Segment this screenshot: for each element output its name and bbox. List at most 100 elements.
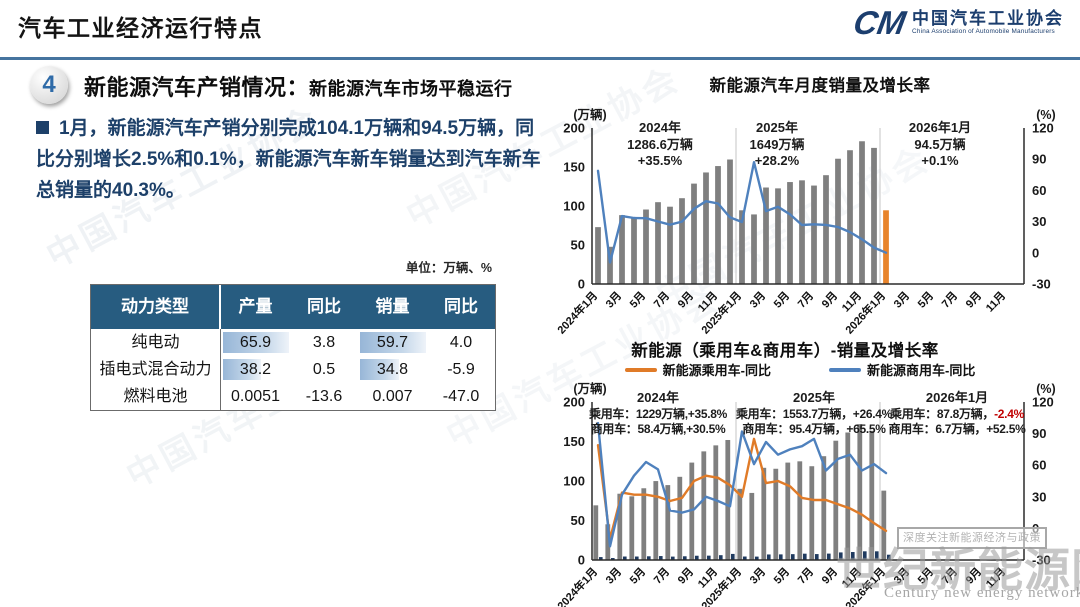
annotation-line: 商用车：6.7万辆，+52.5% (888, 421, 1026, 436)
table-cell: 燃料电池 (91, 383, 221, 410)
table-cell: 59.7 (358, 329, 427, 356)
chart2-title: 新能源（乘用车&商用车）-销量及增长率 (631, 342, 939, 360)
svg-text:(万辆): (万辆) (573, 381, 606, 396)
chart2-legend: 新能源乘用车-同比 新能源商用车-同比 (580, 360, 1020, 379)
caam-logo-en-name: China Association of Automobile Manufact… (912, 28, 1055, 36)
section-title: 新能源汽车产销情况：新能源汽车市场平稳运行 (84, 70, 513, 102)
table-cell: 4.0 (449, 334, 473, 351)
svg-text:50: 50 (571, 238, 585, 253)
svg-text:30: 30 (1032, 489, 1046, 504)
svg-text:-30: -30 (1032, 553, 1051, 568)
caam-logo-cn-name: 中国汽车工业协会 (912, 8, 1064, 28)
annotation-line: +0.1% (921, 153, 959, 169)
annotation-line: 商用车：95.4万辆，+65.5% (742, 421, 886, 436)
table-cell: 0.0051 (231, 388, 280, 405)
monthly-sales-chart: 0 50 100 150 200 -30 0 30 60 90 120 (万辆) (%) 2024年1月 3… (554, 96, 1070, 337)
watermark-banner: 深度关注新能源经济与政策 (897, 527, 1047, 549)
table-header-cell: 同比 (444, 297, 478, 316)
watermark-brand-en: Century new energy network (884, 585, 1080, 601)
table-cell: -5.9 (447, 361, 475, 378)
section-number-badge: 4 (30, 66, 68, 104)
svg-text:0: 0 (1032, 245, 1039, 260)
svg-text:0: 0 (578, 277, 585, 292)
table-row: 插电式混合动力 38.2 0.5 34.8 -5.9 (91, 356, 495, 383)
table-cell: -13.6 (305, 388, 343, 405)
svg-text:9月: 9月 (675, 289, 696, 310)
table-body: 纯电动 65.9 3.8 59.7 4.0 插电式混合动力 38.2 0.5 3… (91, 329, 495, 410)
svg-text:2024年1月: 2024年1月 (556, 288, 600, 336)
svg-text:(%): (%) (1036, 108, 1055, 122)
table-cell: -47.0 (442, 388, 480, 405)
annotation-line: 商用车：58.4万辆,+30.5% (590, 421, 726, 436)
svg-text:30: 30 (1032, 214, 1046, 229)
annotation-line: 1286.6万辆 (627, 136, 693, 152)
annotation-line: 2025年 (756, 120, 798, 135)
svg-text:60: 60 (1032, 458, 1046, 473)
table-cell: 0.5 (312, 361, 336, 378)
svg-text:3月: 3月 (603, 565, 624, 586)
section-title-main: 新能源汽车产销情况： (84, 75, 310, 100)
bullet-square-icon (36, 121, 49, 134)
chart2-annotation-2026: 2026年1月 乘用车：87.8万辆，-2.4% 商用车：6.7万辆，+52.5… (876, 390, 1038, 437)
svg-text:3月: 3月 (747, 289, 768, 310)
annotation-title: 2024年 (637, 390, 679, 405)
legend-label: 新能源商用车-同比 (867, 363, 976, 378)
annotation-line: 乘用车：1553.7万辆，+26.4% (735, 406, 893, 421)
table-cell: 34.8 (358, 356, 427, 383)
svg-text:5月: 5月 (627, 289, 648, 310)
svg-text:9月: 9月 (819, 289, 840, 310)
chart1-annotation-2026: 2026年1月 94.5万辆 +0.1% (872, 120, 1008, 170)
svg-text:100: 100 (563, 474, 585, 489)
annotation-line: 乘用车：87.8万辆，-2.4% (890, 406, 1024, 421)
svg-text:7月: 7月 (651, 289, 672, 310)
legend-item-commercial: 新能源商用车-同比 (829, 360, 975, 379)
table-header-cell: 销量 (375, 297, 410, 316)
svg-text:5月: 5月 (771, 565, 792, 586)
svg-text:(万辆): (万辆) (573, 107, 606, 122)
svg-text:2024年1月: 2024年1月 (556, 564, 600, 607)
svg-text:100: 100 (563, 199, 585, 214)
svg-text:(%): (%) (1036, 382, 1055, 396)
table-row: 燃料电池 0.0051 -13.6 0.007 -47.0 (91, 383, 495, 410)
svg-text:11月: 11月 (983, 289, 1008, 314)
watermark-brand-cn: 世纪新能源网 (836, 544, 1080, 596)
svg-text:7月: 7月 (795, 289, 816, 310)
svg-text:3月: 3月 (603, 289, 624, 310)
svg-text:150: 150 (563, 434, 585, 449)
pv-cv-sales-chart: 050100150200-300306090120(万辆)(%)2024年1月3… (554, 378, 1070, 607)
svg-text:120: 120 (1032, 395, 1054, 410)
annotation-line: +28.2% (754, 153, 800, 169)
summary-paragraph: 1月，新能源汽车产销分别完成104.1万辆和94.5万辆，同比分别增长2.5%和… (36, 114, 544, 206)
svg-text:7月: 7月 (939, 289, 960, 310)
svg-text:3月: 3月 (747, 565, 768, 586)
svg-text:0: 0 (578, 553, 585, 568)
table-header-cell: 产量 (238, 297, 273, 316)
svg-text:5月: 5月 (915, 289, 936, 310)
svg-text:90: 90 (1032, 426, 1046, 441)
svg-text:3月: 3月 (891, 289, 912, 310)
svg-text:90: 90 (1032, 152, 1046, 167)
chart1-annotation-2025: 2025年 1649万辆 +28.2% (709, 120, 845, 170)
svg-text:50: 50 (571, 513, 585, 528)
annotation-line: 94.5万辆 (914, 136, 966, 152)
table-cell: 65.9 (221, 329, 290, 356)
table-cell: 38.2 (221, 356, 290, 383)
caam-logo: CM 中国汽车工业协会 China Association of Automob… (850, 4, 1064, 41)
table-cell: 0.007 (372, 388, 413, 405)
section-title-sub: 新能源汽车市场平稳运行 (309, 79, 513, 99)
svg-text:7月: 7月 (795, 565, 816, 586)
legend-item-passenger: 新能源乘用车-同比 (624, 360, 771, 379)
annotation-line: 2026年1月 (908, 120, 972, 135)
table-header-cell: 动力类型 (91, 285, 221, 329)
chart1-annotation-2024: 2024年 1286.6万辆 +35.5% (592, 120, 728, 170)
annotation-line: 乘用车：1229万辆,+35.8% (589, 406, 727, 421)
annotation-line: 2024年 (639, 120, 681, 135)
svg-text:5月: 5月 (627, 565, 648, 586)
svg-text:200: 200 (563, 395, 585, 410)
svg-text:-30: -30 (1032, 277, 1051, 292)
table-unit-note: 单位：万辆、% (405, 261, 492, 275)
chart2-annotation-2025: 2025年 乘用车：1553.7万辆，+26.4% 商用车：95.4万辆，+65… (735, 390, 893, 437)
legend-line-swatch (829, 367, 861, 372)
annotation-title: 2025年 (793, 390, 835, 405)
